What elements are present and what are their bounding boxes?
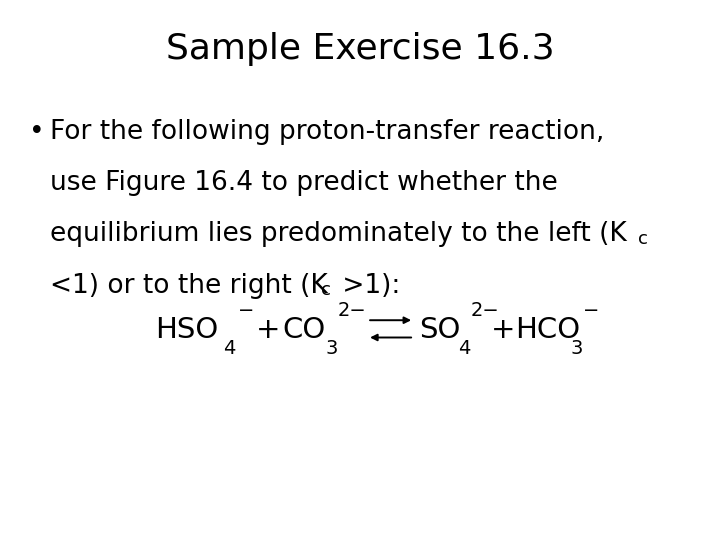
- Text: 3: 3: [571, 339, 583, 357]
- Text: CO: CO: [282, 315, 325, 343]
- Text: 4: 4: [223, 339, 235, 357]
- Text: HCO: HCO: [516, 315, 580, 343]
- Text: c: c: [321, 281, 331, 299]
- Text: 4: 4: [458, 339, 470, 357]
- Text: use Figure 16.4 to predict whether the: use Figure 16.4 to predict whether the: [50, 170, 558, 196]
- Text: •: •: [29, 119, 45, 145]
- Text: +: +: [491, 315, 516, 343]
- Text: −: −: [583, 301, 600, 320]
- Text: −: −: [238, 301, 254, 320]
- Text: Sample Exercise 16.3: Sample Exercise 16.3: [166, 32, 554, 66]
- Text: For the following proton-transfer reaction,: For the following proton-transfer reacti…: [50, 119, 605, 145]
- Text: <1) or to the right (K: <1) or to the right (K: [50, 273, 328, 299]
- Text: 2−: 2−: [338, 301, 366, 320]
- Text: +: +: [256, 315, 280, 343]
- Text: 2−: 2−: [470, 301, 499, 320]
- Text: c: c: [638, 230, 648, 247]
- Text: HSO: HSO: [155, 315, 218, 343]
- Text: >1):: >1):: [334, 273, 400, 299]
- Text: equilibrium lies predominately to the left (K: equilibrium lies predominately to the le…: [50, 221, 627, 247]
- Text: SO: SO: [419, 315, 460, 343]
- Text: 3: 3: [325, 339, 338, 357]
